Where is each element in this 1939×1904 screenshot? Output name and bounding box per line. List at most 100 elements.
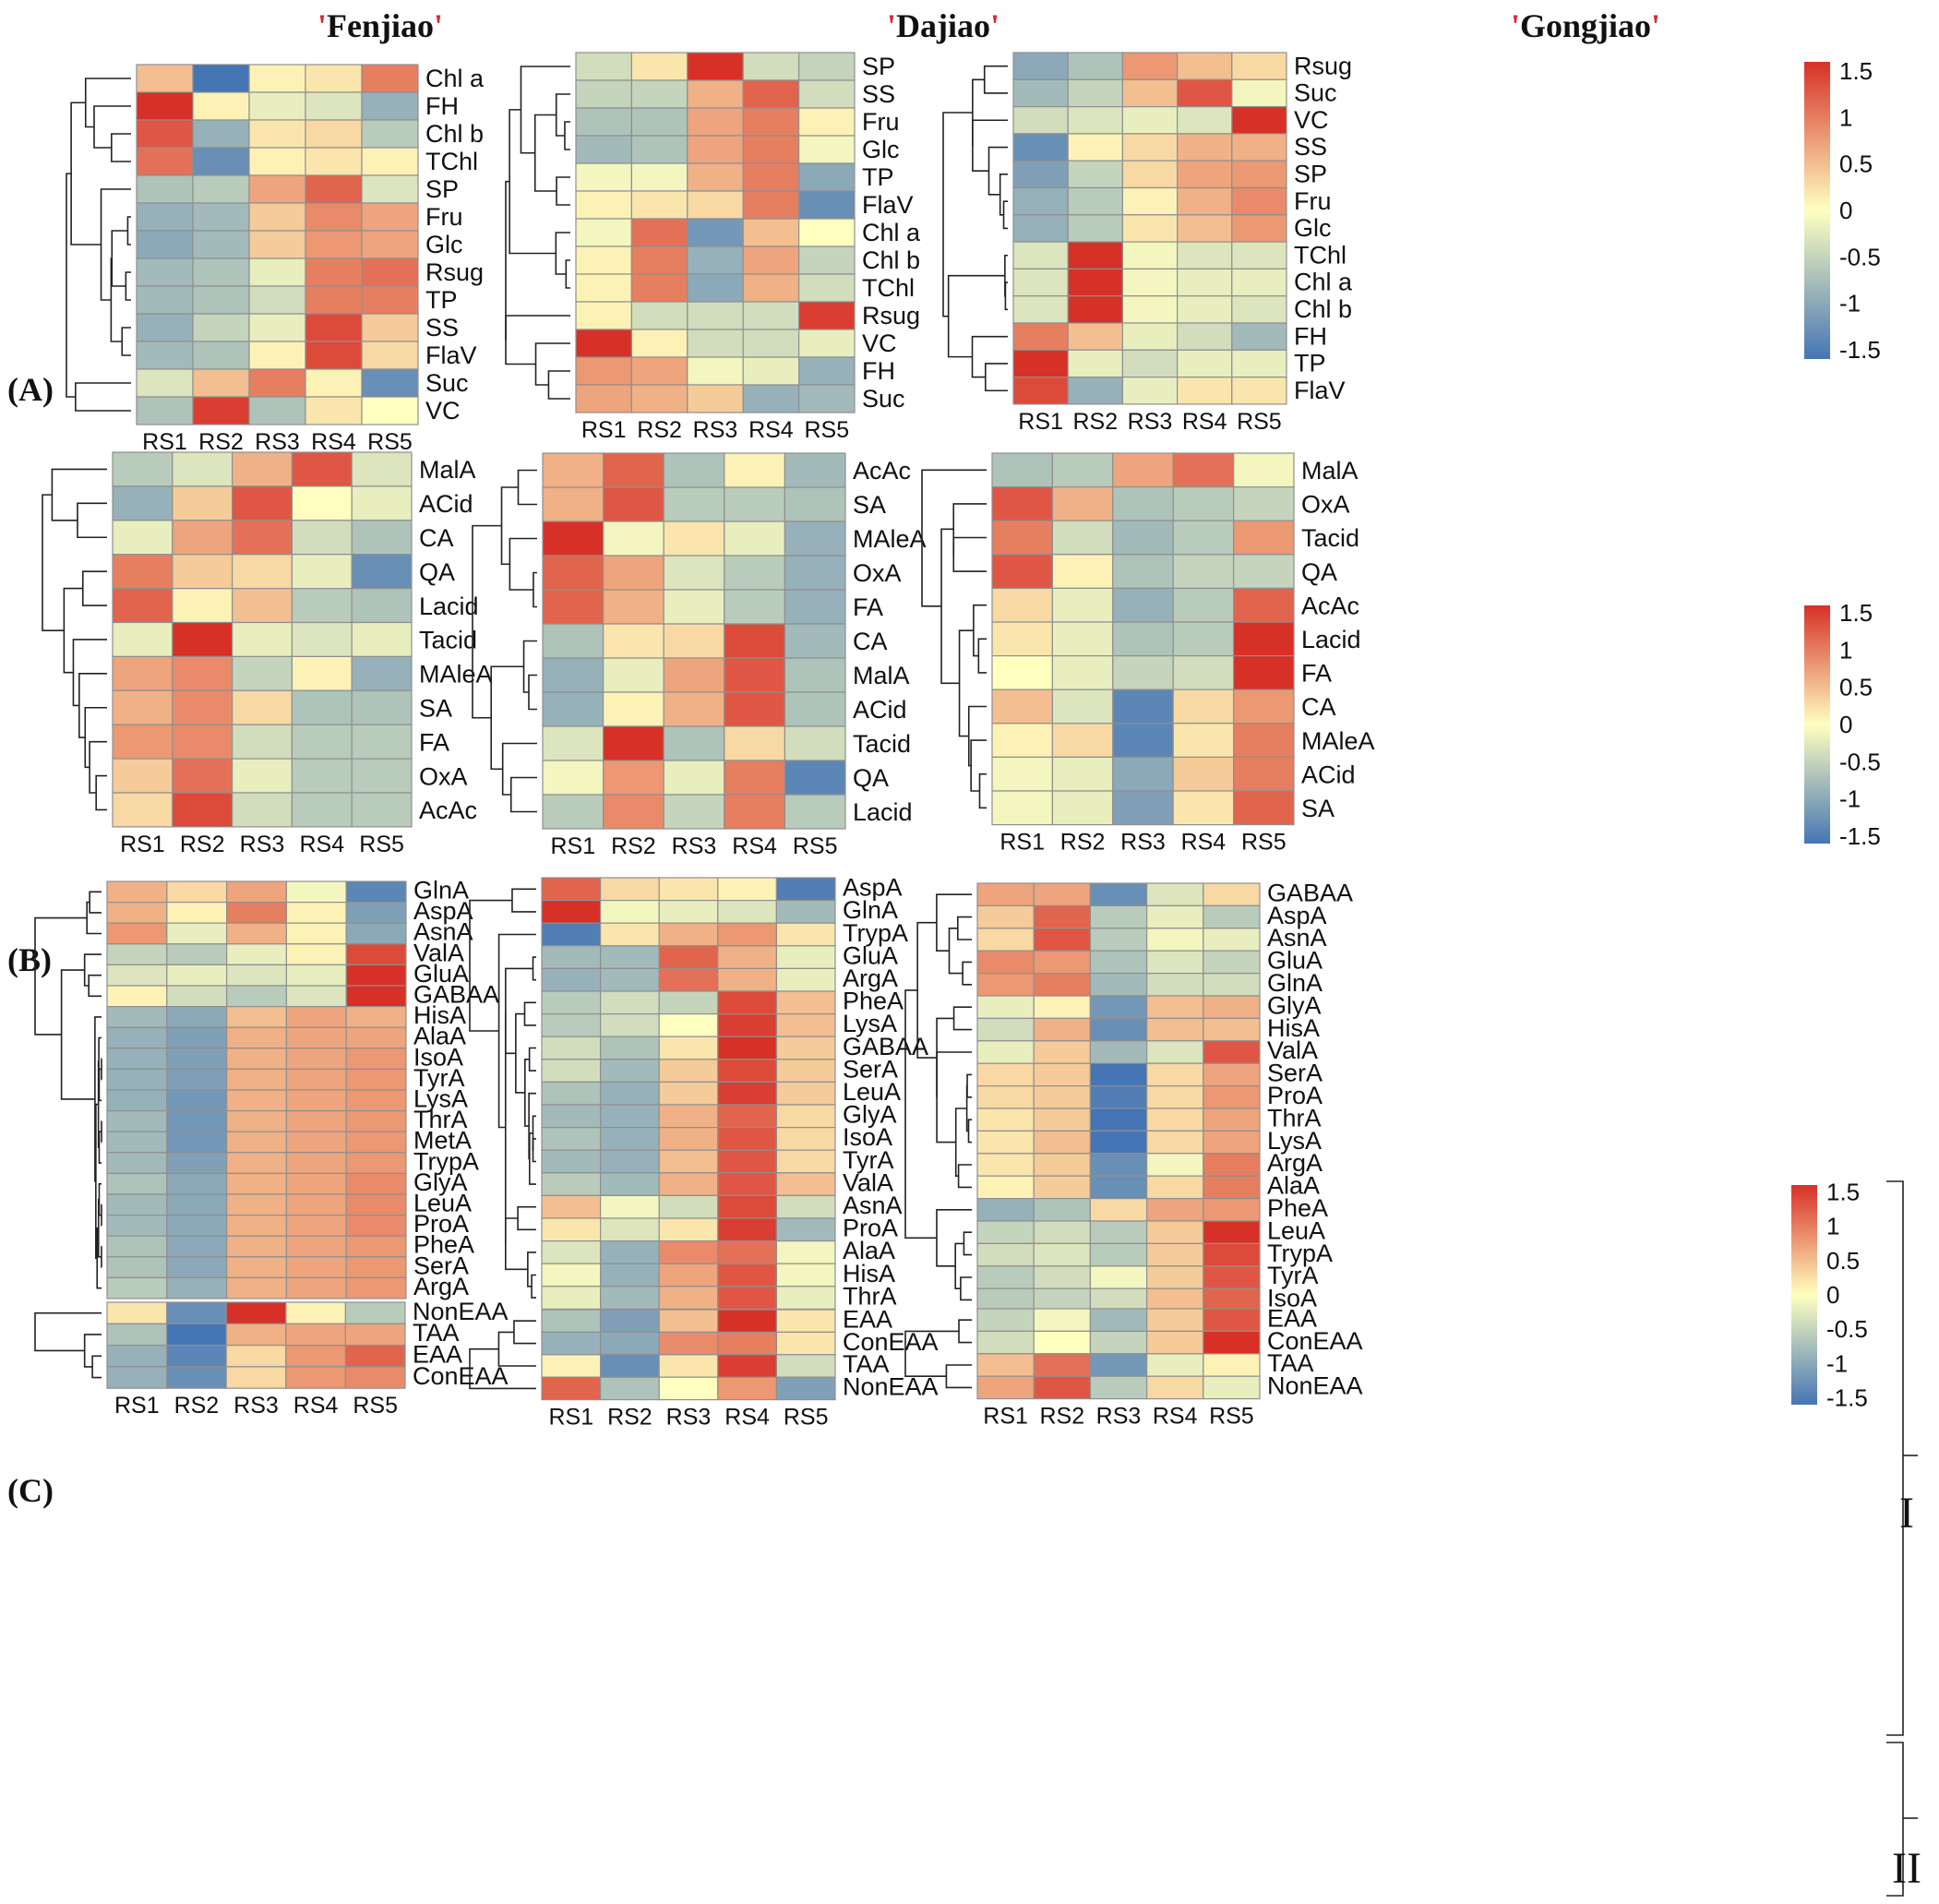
column-label: RS2 — [607, 1405, 652, 1431]
heatmap-cell-isoa-rs3 — [658, 1126, 719, 1151]
column-label: RS1 — [581, 417, 627, 443]
heatmap-cell-glc-rs1 — [575, 135, 633, 164]
dendrogram-branch — [469, 899, 512, 1032]
heatmap-cell-thra-rs1 — [976, 1108, 1035, 1132]
heatmap-cell-tp-rs2 — [192, 285, 250, 315]
heatmap-cell-phea-rs5 — [345, 1235, 407, 1258]
heatmap-cell-acid-rs1 — [542, 691, 604, 727]
heatmap-cell-glua-rs4 — [285, 964, 347, 987]
heatmap-cell-malea-rs1 — [112, 655, 174, 691]
heatmap-cell-glya-rs1 — [976, 995, 1035, 1019]
heatmap-cell-acac-rs5 — [1232, 587, 1295, 623]
heatmap-cell-qa-rs3 — [1112, 554, 1174, 589]
heatmap-cell-arga-rs4 — [1145, 1153, 1204, 1177]
row-label: ProA — [843, 1215, 898, 1242]
heatmap-cell-glua-rs3 — [658, 945, 719, 970]
heatmap-cell-lysa-rs2 — [166, 1089, 228, 1112]
heatmap-cell-arga-rs2 — [599, 967, 660, 992]
heatmap-cell-chl-a-rs2 — [192, 64, 250, 93]
heatmap-cell-trypa-rs5 — [345, 1152, 407, 1175]
heatmap-cell-hisa-rs3 — [226, 1005, 288, 1028]
heatmap-cell-leua-rs3 — [226, 1193, 288, 1216]
column-label: RS1 — [999, 830, 1045, 856]
heatmap-cell-asna-rs4 — [1145, 928, 1204, 952]
row-label: ThrA — [843, 1282, 897, 1310]
heatmap-cell-fh-rs2 — [192, 91, 250, 121]
heatmap-cell-suc-rs4 — [742, 384, 800, 413]
heatmap-cell-vala-rs2 — [599, 1172, 660, 1197]
heatmap-cell-taa-rs5 — [775, 1354, 836, 1378]
heatmap-cell-hisa-rs3 — [658, 1263, 719, 1287]
heatmap-cell-chl-b-rs1 — [136, 119, 194, 149]
heatmap-cell-vc-rs3 — [1121, 105, 1179, 135]
heatmap-cell-alaa-rs4 — [717, 1239, 777, 1264]
heatmap-cell-arga-rs1 — [976, 1153, 1035, 1177]
heatmap-cell-sera-rs5 — [775, 1059, 836, 1084]
heatmap-cell-tyra-rs5 — [345, 1068, 407, 1091]
heatmap-cell-leua-rs1 — [541, 1081, 602, 1106]
heatmap-cell-malea-rs3 — [232, 655, 293, 691]
heatmap-cell-ss-rs2 — [192, 313, 250, 342]
heatmap-cell-glua-rs4 — [1145, 950, 1204, 975]
heatmap-cell-rsug-rs3 — [248, 257, 306, 287]
heatmap-cell-hisa-rs4 — [717, 1263, 777, 1287]
heatmap-cell-glya-rs3 — [1089, 995, 1148, 1019]
heatmap-cell-oxa-rs1 — [542, 555, 604, 591]
panel-label-a: (A) — [7, 371, 54, 408]
heatmap-cell-tp-rs2 — [630, 162, 688, 192]
svg-text:'Fenjiao': 'Fenjiao' — [317, 7, 443, 44]
column-label: RS2 — [1072, 409, 1118, 435]
heatmap-cell-aspa-rs4 — [285, 901, 347, 924]
heatmap-cell-meta-rs5 — [345, 1131, 407, 1154]
row-label: AsnA — [843, 1191, 903, 1219]
dendrogram-branch — [84, 78, 131, 128]
heatmap-cell-coneaa-rs3 — [658, 1331, 719, 1356]
heatmap-cell-sera-rs2 — [599, 1059, 660, 1084]
heatmap-cell-eaa-rs2 — [599, 1309, 660, 1333]
heatmap-cell-acac-rs4 — [724, 452, 785, 488]
heatmap-cell-chl-a-rs3 — [248, 64, 306, 93]
heatmap-cell-coneaa-rs5 — [775, 1331, 836, 1356]
heatmap-cell-aspa-rs2 — [1033, 904, 1091, 929]
heatmap-cell-tchl-rs5 — [797, 273, 856, 303]
heatmap-cell-coneaa-rs5 — [1203, 1330, 1261, 1355]
heatmap-cell-glc-rs5 — [797, 135, 856, 164]
row-label: CA — [853, 628, 888, 655]
heatmap-cell-tyra-rs1 — [976, 1265, 1035, 1289]
heatmap-cell-sp-rs2 — [192, 174, 250, 204]
row-label: AlaA — [413, 1023, 466, 1050]
column-title-fenjiao: 'Fenjiao' — [317, 7, 443, 44]
heatmap-cell-eaa-rs2 — [166, 1344, 227, 1368]
heatmap-cell-hisa-rs5 — [1203, 1017, 1261, 1042]
column-label: RS3 — [1120, 830, 1166, 856]
heatmap-cell-hisa-rs3 — [1089, 1017, 1148, 1042]
heatmap-cell-sa-rs1 — [542, 486, 604, 522]
column-label: RS3 — [672, 833, 717, 859]
row-label: AcAc — [853, 457, 911, 485]
row-label: TrypA — [413, 1147, 479, 1175]
heatmap-cell-glc-rs2 — [630, 135, 688, 164]
column-label: RS4 — [293, 1393, 339, 1419]
heatmap-cell-glc-rs5 — [1231, 214, 1287, 243]
heatmap-cell-suc-rs1 — [575, 384, 633, 413]
heatmap-cell-glua-rs1 — [976, 950, 1035, 975]
heatmap-cell-arga-rs1 — [106, 1276, 168, 1299]
heatmap-cell-lacid-rs2 — [1051, 621, 1114, 657]
dendrogram-branch — [564, 121, 570, 150]
heatmap-cell-chl-b-rs1 — [1012, 295, 1069, 324]
heatmap-cell-glna-rs3 — [658, 899, 719, 924]
heatmap-cell-aspa-rs2 — [166, 901, 228, 924]
heatmap-cell-vala-rs4 — [717, 1172, 777, 1197]
heatmap-cell-proa-rs1 — [106, 1214, 168, 1237]
heatmap-cell-isoa-rs5 — [1203, 1287, 1261, 1312]
row-label: QA — [419, 558, 455, 586]
heatmap-cell-tchl-rs2 — [192, 147, 250, 176]
heatmap-cell-thra-rs5 — [775, 1286, 836, 1311]
heatmap-cell-ss-rs3 — [687, 79, 744, 109]
row-label: NonEAA — [1267, 1372, 1363, 1400]
dendrogram-branch — [565, 259, 570, 289]
heatmap-cell-tp-rs4 — [742, 162, 800, 192]
row-label: VC — [862, 329, 897, 357]
dendrogram-branch — [95, 1103, 99, 1260]
